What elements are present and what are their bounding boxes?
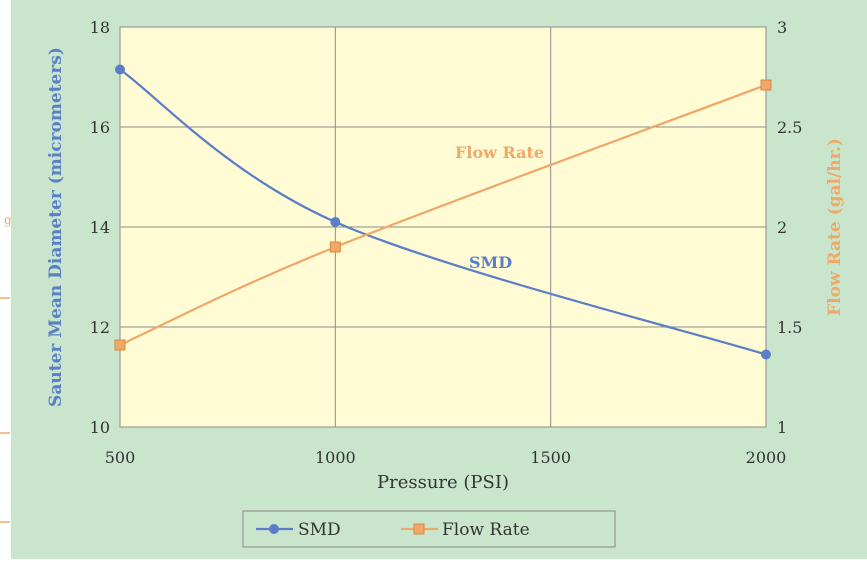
legend-smd-label: SMD: [298, 520, 341, 540]
edge-fragment: g: [4, 213, 11, 227]
flow-rate-inline-label: Flow Rate: [455, 143, 544, 162]
smd-data-point: [761, 349, 771, 360]
x-tick-label: 2000: [746, 448, 787, 467]
legend-smd-marker: [269, 524, 279, 534]
line-chart: 10 12 14 16 18 1 1.5 2 2.5 3 500 1000 1500 2000 Press…: [11, 0, 867, 559]
flow-rate-series-line: [119, 83, 767, 347]
y2-tick-label: 1.5: [777, 318, 802, 337]
edge-ticks: g: [0, 213, 12, 523]
legend: SMD Flow Rate: [242, 510, 616, 548]
flow-rate-data-point: [760, 79, 772, 91]
x-tick-label: 1000: [315, 448, 356, 467]
series-layer: [114, 64, 772, 360]
y2-tick-label: 2.5: [777, 118, 802, 137]
x-axis-label: Pressure (PSI): [377, 472, 509, 493]
legend-flow-marker: [413, 523, 425, 535]
y2-tick-label: 1: [777, 418, 787, 437]
flow-rate-data-point: [114, 339, 126, 351]
smd-inline-label: SMD: [469, 253, 512, 272]
y-axis-label: Sauter Mean Diameter (micrometers): [46, 47, 66, 407]
smd-data-point: [330, 217, 341, 227]
x-tick-label: 500: [105, 448, 136, 467]
y2-tick-label: 3: [777, 18, 787, 37]
y-tick-label: 16: [90, 118, 110, 137]
y-tick-label: 18: [90, 18, 110, 37]
x-tick-label: 1500: [530, 448, 571, 467]
smd-data-point: [115, 64, 125, 75]
left-edge-artifacts: g: [0, 0, 12, 559]
smd-series-line: [119, 68, 767, 356]
gridlines: [119, 26, 767, 428]
flow-rate-data-point: [329, 241, 341, 253]
tick-labels: 10 12 14 16 18 1 1.5 2 2.5 3 500 1000 1500 2000: [90, 18, 803, 467]
y-tick-label: 14: [90, 218, 110, 237]
y2-axis-label: Flow Rate (gal/hr.): [825, 138, 845, 316]
y-tick-label: 12: [90, 318, 110, 337]
legend-flow-label: Flow Rate: [442, 520, 530, 540]
chart-container: 10 12 14 16 18 1 1.5 2 2.5 3 500 1000 1500 2000 Press…: [11, 0, 867, 559]
y-tick-label: 10: [90, 418, 110, 437]
y2-tick-label: 2: [777, 218, 787, 237]
